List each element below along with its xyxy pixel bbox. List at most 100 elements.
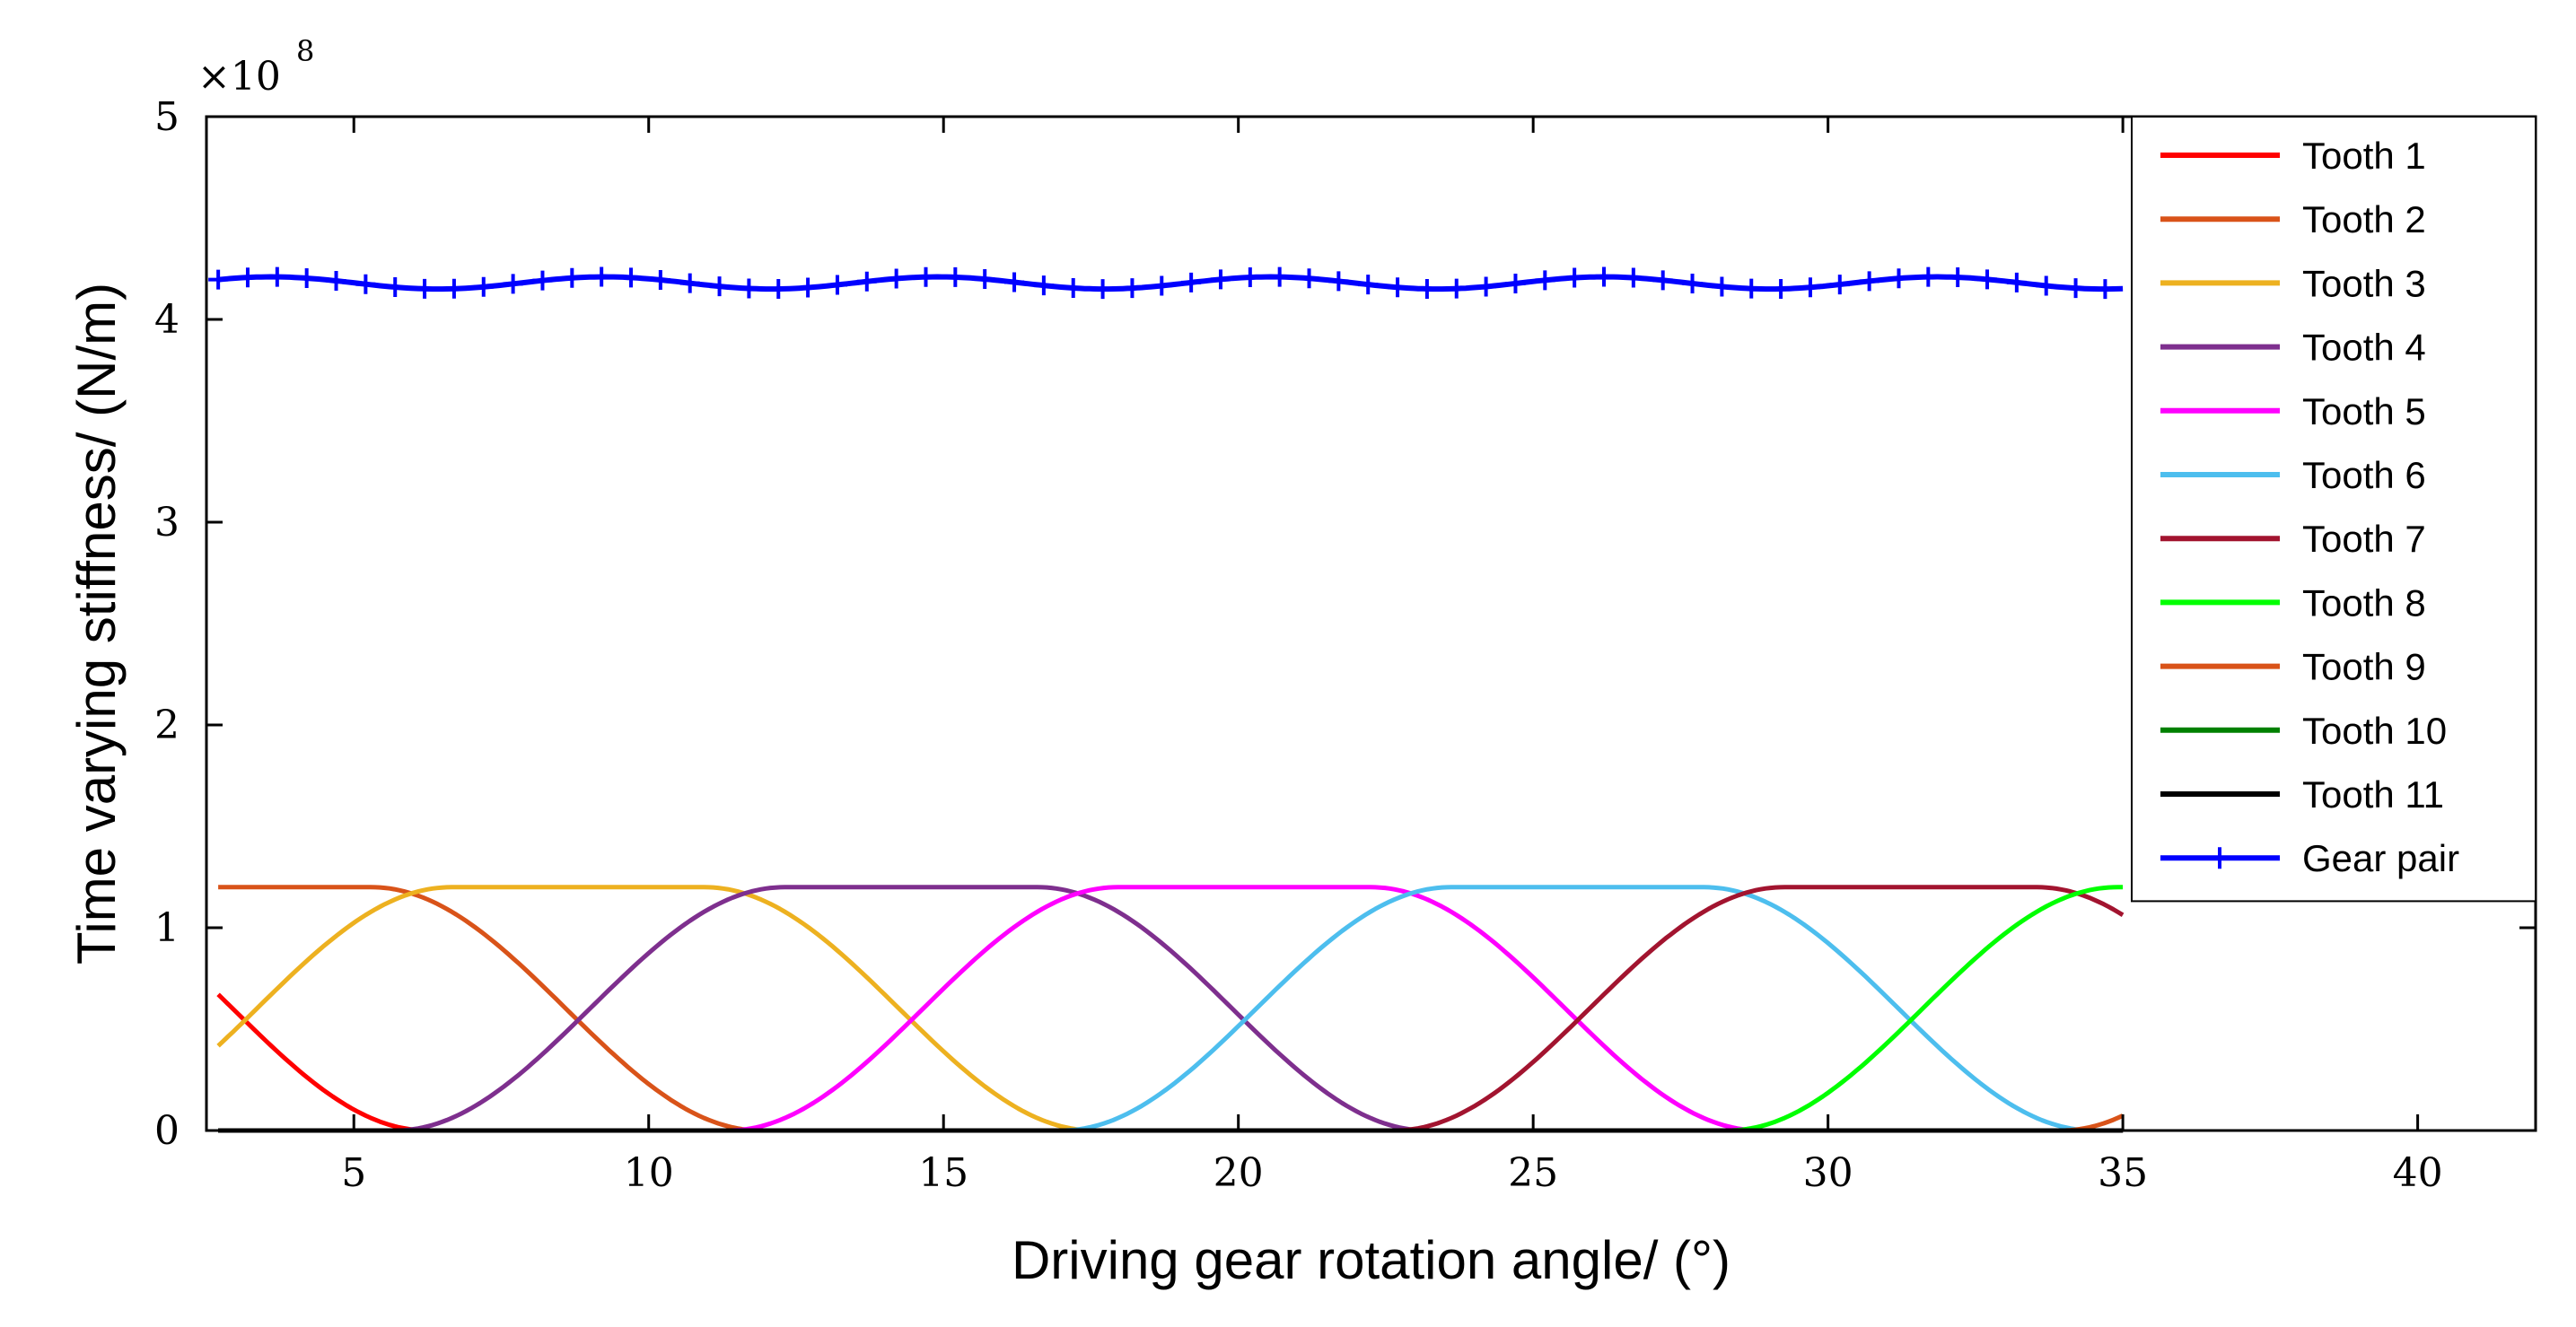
gear-pair-marker <box>856 271 877 292</box>
gear-pair-marker <box>1977 269 1998 290</box>
legend-label-tooth-7: Tooth 7 <box>2302 518 2426 560</box>
x-tick-label: 15 <box>918 1150 968 1196</box>
gear-pair-marker <box>739 278 759 299</box>
gear-pair-marker <box>886 268 907 289</box>
gear-pair-marker <box>208 269 229 290</box>
legend-label-tooth-11: Tooth 11 <box>2302 773 2444 816</box>
gear-pair-marker <box>1358 275 1379 295</box>
gear-pair-marker <box>1299 268 1319 289</box>
gear-pair-marker <box>1623 267 1643 288</box>
gear-pair-marker <box>2095 279 2116 300</box>
gear-pair-marker <box>1181 272 1202 292</box>
gear-pair-marker <box>1063 277 1083 298</box>
gear-pair-marker <box>267 266 287 287</box>
gear-pair-marker <box>1505 273 1526 293</box>
legend-label-tooth-10: Tooth 10 <box>2302 710 2447 752</box>
gear-pair-marker <box>2036 275 2056 296</box>
gear-pair-marker <box>975 269 995 290</box>
gear-pair-marker <box>296 267 317 288</box>
gear-pair-marker <box>1388 277 1408 298</box>
gear-pair-marker <box>326 271 346 292</box>
y-exponent-base: ×10 <box>197 54 281 100</box>
gear-pair-marker <box>1652 270 1673 291</box>
gear-pair-marker <box>1594 266 1614 287</box>
gear-pair-marker <box>2065 278 2086 299</box>
gear-pair-marker <box>916 266 936 287</box>
gear-pair-marker <box>1004 272 1025 292</box>
x-tick-label: 5 <box>341 1150 366 1196</box>
ticks-layer: 5 10 15 20 25 30 35 40 0 1 2 3 4 5 <box>154 94 2536 1196</box>
gear-pair-marker <box>650 269 670 290</box>
gear-pair-marker <box>621 267 642 288</box>
y-tick-label: 4 <box>154 297 180 343</box>
gear-pair-marker <box>1328 271 1349 292</box>
gear-pair-marker <box>355 274 376 294</box>
gear-pair-marker <box>1712 276 1732 297</box>
y-tick-label: 1 <box>154 905 180 951</box>
x-tick-label: 30 <box>1803 1150 1853 1196</box>
legend-label-tooth-4: Tooth 4 <box>2302 327 2426 369</box>
gear-pair-marker <box>1741 278 1762 299</box>
gear-pair-marker <box>443 278 464 299</box>
gear-pair-marker <box>1416 278 1437 299</box>
y-tick-label: 3 <box>154 500 180 546</box>
legend-label-gear-pair: Gear pair <box>2302 837 2459 879</box>
gear-pair-marker <box>945 266 966 287</box>
gear-pair-marker <box>1948 267 1968 288</box>
legend-label-tooth-2: Tooth 2 <box>2302 198 2426 240</box>
gear-pair-marker <box>827 275 847 295</box>
gear-pair-marker <box>473 276 494 297</box>
gear-pair-marker <box>1564 267 1585 288</box>
gear-pair-marker <box>1122 278 1143 299</box>
gear-pair-marker <box>237 267 258 288</box>
gear-pair-marker <box>532 270 553 291</box>
gear-pair-marker <box>1033 275 1054 296</box>
x-tick-label: 35 <box>2098 1150 2148 1196</box>
gear-pair-markers <box>208 266 2116 300</box>
gear-pair-marker <box>1829 275 1850 295</box>
x-tick-label: 40 <box>2393 1150 2443 1196</box>
y-exponent-power: 8 <box>296 34 314 68</box>
gear-pair-marker <box>503 274 523 294</box>
gear-pair-marker <box>2006 272 2027 292</box>
x-tick-label: 20 <box>1214 1150 1264 1196</box>
gear-pair-marker <box>1859 271 1879 292</box>
gear-pair-marker <box>768 279 789 300</box>
legend-label-tooth-8: Tooth 8 <box>2302 581 2426 624</box>
gear-pair-marker <box>385 277 406 298</box>
y-tick-label: 2 <box>154 703 180 748</box>
gear-pair-marker <box>1092 279 1113 300</box>
gear-pair-marker <box>1800 277 1820 298</box>
gear-pair-marker <box>679 273 700 293</box>
gear-pair-marker <box>591 266 612 287</box>
gear-pair-marker <box>1240 267 1260 288</box>
gear-pair-marker <box>1535 270 1555 291</box>
legend-marker-gear-pair <box>2209 847 2230 869</box>
legend-label-tooth-9: Tooth 9 <box>2302 646 2426 688</box>
gear-pair-marker <box>562 267 583 288</box>
gear-pair-marker <box>798 277 819 298</box>
gear-pair-marker <box>1918 266 1939 287</box>
gear-pair-marker <box>709 276 730 297</box>
legend-label-tooth-1: Tooth 1 <box>2302 135 2426 177</box>
gear-pair-marker <box>1269 266 1290 287</box>
legend: Tooth 1 Tooth 2 Tooth 3 Tooth 4 Tooth 5 Tooth… <box>2131 116 2537 903</box>
legend-label-tooth-6: Tooth 6 <box>2302 454 2426 496</box>
gear-pair-marker <box>1476 276 1496 297</box>
y-axis-label: Time varying stiffness/ (N/m) <box>66 283 127 965</box>
legend-label-tooth-5: Tooth 5 <box>2302 390 2426 432</box>
x-tick-label: 25 <box>1508 1150 1558 1196</box>
legend-label-tooth-3: Tooth 3 <box>2302 262 2426 304</box>
gear-pair-marker <box>1152 275 1172 296</box>
gear-pair-marker <box>1446 278 1467 299</box>
x-axis-label: Driving gear rotation angle/ (°) <box>1012 1230 1730 1290</box>
legend-box <box>2131 116 2537 903</box>
gear-pair-marker <box>1210 269 1231 290</box>
gear-pair-marker <box>1682 273 1703 293</box>
gear-pair-marker <box>1888 268 1909 289</box>
y-tick-label: 5 <box>154 94 180 140</box>
gear-pair-marker <box>1771 278 1792 299</box>
y-tick-label: 0 <box>154 1108 180 1154</box>
x-tick-label: 10 <box>624 1150 674 1196</box>
